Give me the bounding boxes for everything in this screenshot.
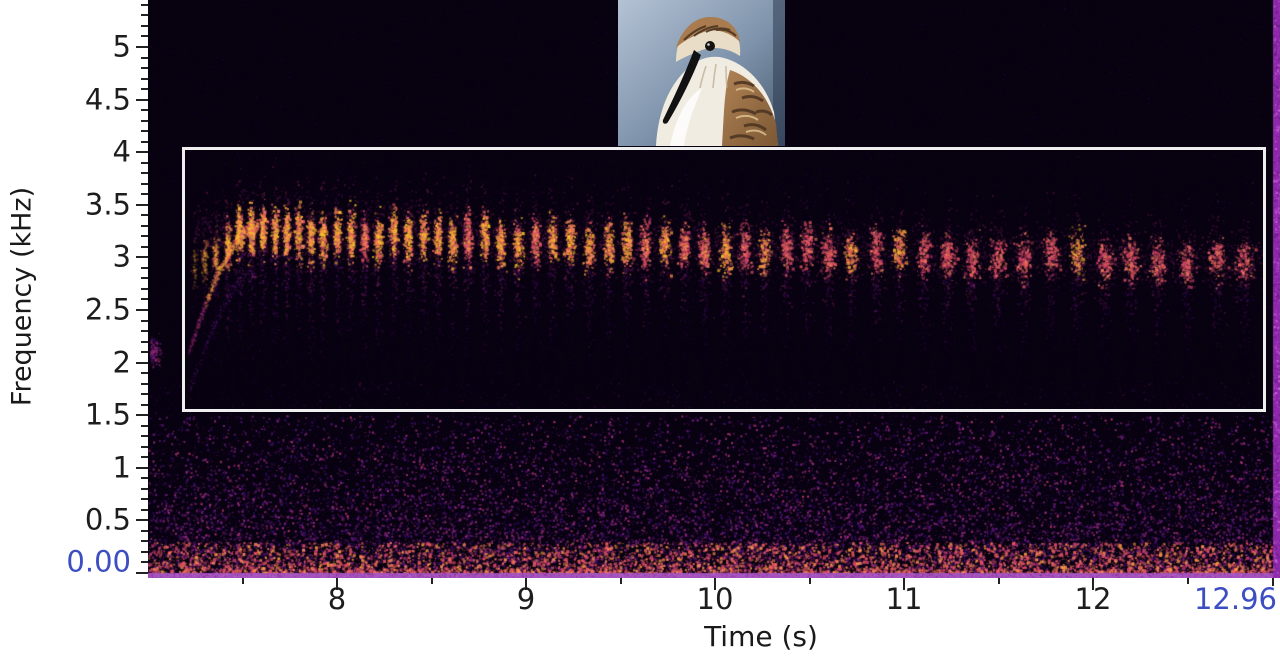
axis-tick-mark — [136, 46, 148, 48]
y-tick-label: 5 — [112, 29, 131, 64]
axis-tick-mark — [141, 88, 148, 91]
axis-tick-mark — [619, 578, 622, 584]
axis-tick-mark — [141, 224, 148, 227]
selection-box[interactable] — [182, 146, 1266, 413]
axis-tick-mark — [903, 578, 905, 590]
axis-tick-mark — [141, 287, 148, 290]
axis-tick-mark — [141, 56, 148, 59]
axis-tick-mark — [141, 161, 148, 164]
axis-tick-mark — [808, 578, 811, 584]
axis-tick-mark — [136, 361, 148, 364]
axis-tick-mark — [141, 393, 148, 396]
y-tick-label: 3.5 — [84, 187, 131, 222]
bird-photo-inset — [618, 0, 785, 146]
axis-tick-mark — [141, 245, 148, 248]
x-tick-label: 9 — [516, 582, 536, 616]
axis-tick-mark — [714, 578, 716, 590]
bird-illustration — [618, 0, 785, 146]
axis-tick-mark — [141, 382, 148, 385]
y-tick-label: 0.5 — [84, 502, 131, 537]
axis-tick-mark — [141, 330, 148, 333]
y-tick-label: 2 — [112, 345, 131, 380]
axis-tick-mark — [141, 372, 148, 375]
axis-tick-mark — [141, 550, 148, 553]
axis-tick-mark — [141, 130, 148, 133]
axis-tick-mark — [430, 578, 433, 584]
axis-tick-mark — [141, 109, 148, 112]
axis-tick-mark — [141, 340, 148, 343]
x-tick-label: 8 — [327, 582, 347, 616]
y-tick-label: 4.5 — [84, 82, 131, 117]
axis-tick-mark — [525, 578, 527, 590]
axis-tick-mark — [141, 498, 148, 501]
axis-tick-mark — [141, 351, 148, 354]
axis-tick-mark — [141, 14, 148, 17]
axis-tick-mark — [136, 519, 148, 522]
axis-tick-mark — [141, 477, 148, 480]
axis-tick-mark — [136, 98, 148, 101]
axis-tick-mark — [141, 3, 148, 6]
axis-tick-mark — [141, 435, 148, 438]
axis-tick-mark — [136, 466, 148, 469]
axis-tick-mark — [141, 540, 148, 543]
x-tick-label: 11 — [885, 582, 923, 616]
axis-tick-mark — [997, 578, 1000, 584]
axis-tick-mark — [141, 456, 148, 459]
axis-tick-mark — [141, 140, 148, 143]
axis-tick-mark — [141, 529, 148, 532]
axis-tick-mark — [141, 24, 148, 27]
y-tick-label: 4 — [112, 134, 131, 169]
axis-tick-mark — [136, 414, 148, 417]
axis-tick-mark — [136, 309, 148, 311]
axis-tick-mark — [136, 256, 148, 259]
axis-tick-mark — [141, 319, 148, 322]
axis-tick-mark — [141, 193, 148, 196]
axis-tick-mark — [136, 151, 148, 154]
x-tick-label: 12 — [1074, 582, 1112, 616]
axis-tick-mark — [141, 77, 148, 80]
axis-tick-mark — [141, 214, 148, 217]
axis-tick-mark — [141, 403, 148, 406]
x-tick-label: 10 — [696, 582, 734, 616]
axis-tick-mark — [141, 182, 148, 185]
axis-tick-mark — [141, 35, 148, 38]
axis-tick-mark — [141, 67, 148, 70]
axis-tick-mark — [141, 561, 148, 564]
y-tick-label: 1 — [112, 450, 131, 485]
y-tick-label: 2.5 — [84, 292, 131, 327]
axis-tick-mark — [141, 487, 148, 490]
axis-tick-mark — [141, 266, 148, 269]
axis-tick-mark — [241, 578, 244, 584]
axis-tick-mark — [141, 172, 148, 175]
axis-tick-mark — [141, 235, 148, 238]
axis-tick-mark — [141, 424, 148, 427]
axis-tick-mark — [1092, 578, 1094, 590]
axis-tick-mark — [336, 578, 338, 590]
x-axis-end-cursor-label: 12.96 — [1193, 582, 1277, 616]
axis-tick-mark — [141, 119, 148, 122]
axis-tick-mark — [141, 445, 148, 448]
y-axis-zero-cursor-label: 0.00 — [66, 544, 131, 579]
axis-tick-mark — [136, 572, 148, 574]
axis-tick-mark — [1186, 578, 1189, 584]
axis-tick-mark — [1272, 578, 1275, 586]
axis-tick-mark — [141, 277, 148, 280]
axis-tick-mark — [141, 508, 148, 511]
y-tick-label: 1.5 — [84, 397, 131, 432]
axis-tick-mark — [141, 298, 148, 301]
x-axis-title: Time (s) — [704, 620, 818, 653]
y-tick-label: 3 — [112, 239, 131, 274]
axis-tick-mark — [136, 203, 148, 206]
